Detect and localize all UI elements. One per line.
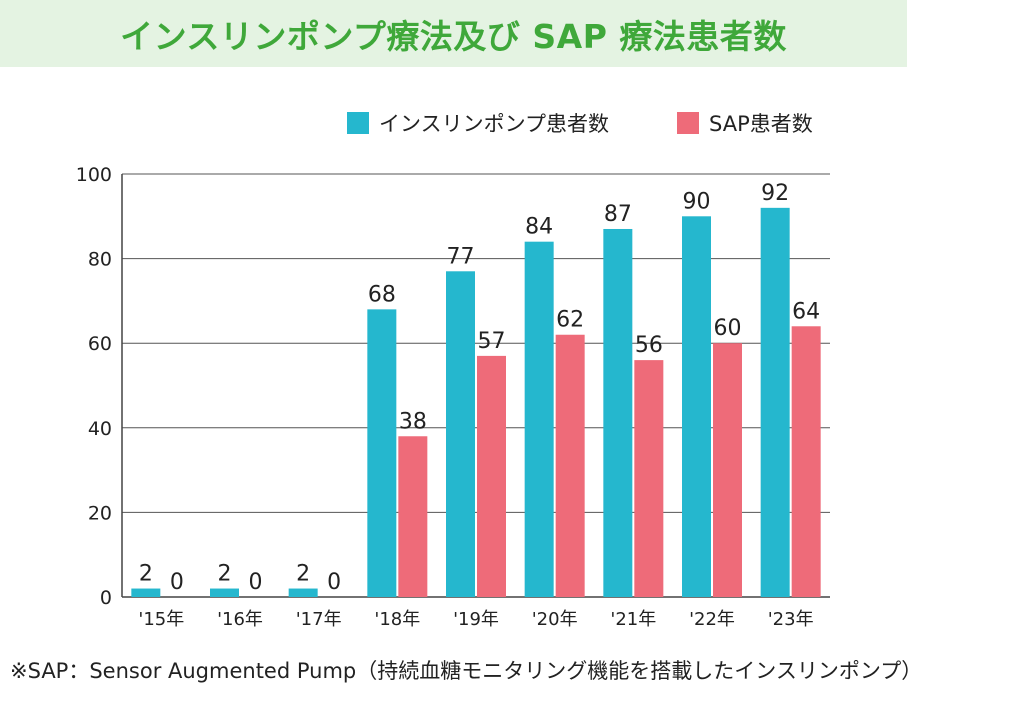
footnote: ※SAP：Sensor Augmented Pump（持続血糖モニタリング機能を…: [10, 659, 923, 683]
bar-sap: [555, 334, 585, 597]
x-tick-label: '22年: [689, 609, 735, 630]
legend-item-sap: SAP患者数: [677, 108, 813, 138]
data-label-sap: 56: [635, 333, 663, 358]
bar-insulin: [288, 588, 318, 597]
x-tick-label: '23年: [768, 609, 814, 630]
legend-swatch-insulin: [347, 112, 369, 134]
bar-sap: [791, 326, 821, 597]
bar-insulin: [603, 228, 633, 598]
bar-insulin: [682, 216, 711, 598]
data-label-insulin: 2: [139, 562, 153, 587]
x-tick-label: '15年: [138, 609, 184, 630]
y-tick-label: 40: [88, 418, 112, 440]
data-label-sap: 60: [714, 316, 742, 341]
legend-label-insulin: インスリンポンプ患者数: [379, 112, 609, 136]
legend-label-sap: SAP患者数: [709, 112, 813, 136]
bar-insulin: [131, 588, 161, 597]
bar-insulin: [760, 207, 790, 597]
data-label-sap: 64: [792, 299, 820, 324]
title-band: [0, 0, 907, 67]
x-tick-label: '20年: [532, 609, 578, 630]
data-label-insulin: 2: [218, 562, 232, 587]
x-tick-label: '18年: [374, 609, 420, 630]
bar-insulin: [446, 271, 475, 597]
data-label-insulin: 92: [761, 181, 789, 206]
y-tick-label: 20: [88, 502, 112, 524]
bar-insulin: [210, 588, 239, 597]
x-tick-label: '21年: [610, 609, 656, 630]
data-label-insulin: 90: [683, 189, 711, 214]
y-tick-label: 100: [76, 164, 112, 186]
data-label-sap: 0: [170, 570, 184, 595]
x-tick-label: '19年: [453, 609, 499, 630]
x-tick-label: '17年: [296, 609, 342, 630]
data-label-insulin: 77: [447, 244, 475, 269]
bar-insulin: [524, 241, 554, 597]
bar-sap: [634, 360, 664, 597]
data-label-sap: 62: [556, 308, 584, 333]
x-tick-label: '16年: [217, 609, 263, 630]
legend-item-insulin: インスリンポンプ患者数: [347, 108, 609, 138]
bar-sap: [398, 436, 428, 597]
chart-title: インスリンポンプ療法及び SAP 療法患者数: [120, 16, 787, 56]
legend-swatch-sap: [677, 112, 699, 134]
bar-sap: [477, 355, 506, 597]
data-label-sap: 0: [249, 570, 263, 595]
data-label-insulin: 87: [604, 202, 632, 227]
bar-sap: [713, 343, 742, 597]
y-tick-label: 60: [88, 333, 112, 355]
data-label-sap: 57: [478, 329, 506, 354]
data-label-insulin: 68: [368, 282, 396, 307]
data-label-sap: 0: [327, 570, 341, 595]
data-label-sap: 38: [399, 409, 427, 434]
bar-insulin: [367, 309, 397, 597]
data-label-insulin: 2: [296, 562, 310, 587]
y-tick-label: 0: [100, 587, 112, 609]
y-tick-label: 80: [88, 249, 112, 271]
data-label-insulin: 84: [525, 215, 553, 240]
